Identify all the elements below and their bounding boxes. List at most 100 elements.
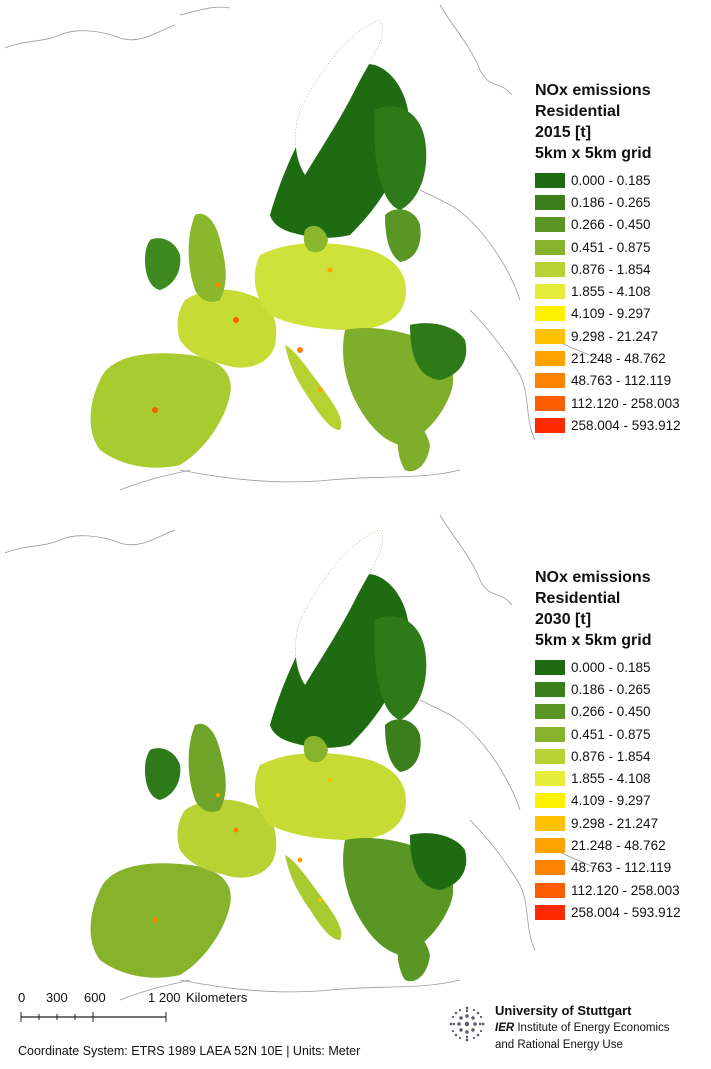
- legend-label: 0.000 - 0.185: [571, 659, 651, 675]
- legend-swatch: [535, 373, 565, 389]
- scandinavia-2030: [270, 573, 410, 748]
- legend-label: 21.248 - 48.762: [571, 351, 666, 367]
- legend-item: 9.298 - 21.247: [535, 325, 681, 347]
- legend-item: 1.855 - 4.108: [535, 767, 681, 789]
- romania-2015: [410, 323, 467, 380]
- legend-swatch: [535, 681, 565, 697]
- hotspot-london-2030: [216, 793, 220, 797]
- europe-map-2015: [4, 4, 601, 491]
- coordinate-system-note: Coordinate System: ETRS 1989 LAEA 52N 10…: [18, 1044, 361, 1058]
- legend-item: 1.855 - 4.108: [535, 280, 681, 302]
- legend-item: 0.451 - 0.875: [535, 723, 681, 745]
- legend-title-line: 2030 [t]: [535, 611, 592, 628]
- legend-item: 4.109 - 9.297: [535, 303, 681, 325]
- scale-bar-graphic: [20, 1012, 167, 1022]
- legend-title-line: 2015 [t]: [535, 124, 592, 141]
- legend-swatch: [535, 748, 565, 764]
- legend-item: 0.451 - 0.875: [535, 236, 681, 258]
- legend-item: 0.266 - 0.450: [535, 701, 681, 723]
- legend-item: 0.876 - 1.854: [535, 745, 681, 767]
- legend-item: 258.004 - 593.912: [535, 414, 681, 436]
- nordic-snow-2015: [295, 19, 383, 176]
- ireland-2015: [145, 238, 181, 290]
- scale-tick-label: 0: [18, 990, 26, 1005]
- legend-rows: 0.000 - 0.185 0.186 - 0.265 0.266 - 0.450 0…: [535, 656, 681, 924]
- legend-label: 258.004 - 593.912: [571, 904, 681, 920]
- map-panel-2030: NOx emissions Residential 2030 [t] 5km x…: [0, 515, 711, 1015]
- legend-item: 0.186 - 0.265: [535, 191, 681, 213]
- legend-2030: NOx emissions Residential 2030 [t] 5km x…: [535, 567, 681, 924]
- legend-swatch: [535, 838, 565, 854]
- legend-swatch: [535, 328, 565, 344]
- legend-swatch: [535, 172, 565, 188]
- legend-swatch: [535, 860, 565, 876]
- scale-tick-label: 300: [46, 990, 68, 1005]
- legend-item: 112.120 - 258.003: [535, 879, 681, 901]
- legend-title-line: 5km x 5km grid: [535, 632, 652, 649]
- legend-label: 0.000 - 0.185: [571, 172, 651, 188]
- legend-label: 4.109 - 9.297: [571, 793, 651, 809]
- hotspot-rome-2015: [317, 387, 323, 393]
- iberia-2030: [90, 863, 231, 978]
- legend-swatch: [535, 306, 565, 322]
- finland-2030: [374, 616, 427, 720]
- legend-title-line: NOx emissions: [535, 569, 651, 586]
- legend-2015: NOx emissions Residential 2015 [t] 5km x…: [535, 80, 681, 437]
- legend-label: 0.876 - 1.854: [571, 748, 651, 764]
- legend-item: 0.876 - 1.854: [535, 258, 681, 280]
- ireland-2030: [145, 748, 181, 800]
- denmark-2015: [303, 225, 328, 253]
- uk-2030: [188, 723, 226, 812]
- legend-label: 0.451 - 0.875: [571, 726, 651, 742]
- scale-unit-label: Kilometers: [186, 990, 248, 1005]
- legend-label: 0.451 - 0.875: [571, 239, 651, 255]
- finland-2015: [374, 106, 427, 210]
- hotspot-rome-2030: [318, 898, 322, 902]
- legend-swatch: [535, 239, 565, 255]
- scale-bar: 0 300 600 1 200 Kilometers: [18, 990, 278, 1030]
- legend-label: 0.266 - 0.450: [571, 217, 651, 233]
- nordic-snow-2030: [295, 529, 383, 686]
- hotspot-madrid-2030: [152, 917, 158, 923]
- legend-label: 1.855 - 4.108: [571, 284, 651, 300]
- legend-swatch: [535, 771, 565, 787]
- legend-title-line: Residential: [535, 590, 621, 607]
- university-name: University of Stuttgart: [495, 1003, 632, 1018]
- iberia-2015: [90, 353, 231, 468]
- legend-title-line: 5km x 5km grid: [535, 145, 652, 162]
- legend-label: 9.298 - 21.247: [571, 815, 659, 831]
- legend-title-2030: NOx emissions Residential 2030 [t] 5km x…: [535, 567, 681, 651]
- hotspot-paris-2030: [233, 827, 239, 833]
- legend-title-line: Residential: [535, 103, 621, 120]
- central-europe-2015: [254, 243, 406, 330]
- legend-item: 4.109 - 9.297: [535, 790, 681, 812]
- legend-title-line: NOx emissions: [535, 82, 651, 99]
- legend-item: 21.248 - 48.762: [535, 347, 681, 369]
- scale-tick-label: 600: [84, 990, 106, 1005]
- legend-label: 258.004 - 593.912: [571, 417, 681, 433]
- hotspot-milan-2030: [297, 857, 303, 863]
- legend-label: 1.855 - 4.108: [571, 771, 651, 787]
- legend-swatch: [535, 261, 565, 277]
- university-logo-block: University of Stuttgart IER Institute of…: [445, 1000, 705, 1060]
- scale-labels: 0 300 600 1 200 Kilometers: [18, 990, 278, 1006]
- legend-swatch: [535, 284, 565, 300]
- institute-name: Institute of Energy Economics: [514, 1022, 670, 1034]
- legend-swatch: [535, 704, 565, 720]
- legend-swatch: [535, 882, 565, 898]
- legend-swatch: [535, 815, 565, 831]
- legend-item: 112.120 - 258.003: [535, 392, 681, 414]
- legend-swatch: [535, 217, 565, 233]
- italy-2030: [285, 855, 342, 940]
- uk-2015: [188, 213, 226, 302]
- legend-item: 0.000 - 0.185: [535, 169, 681, 191]
- france-2015: [177, 289, 277, 368]
- greece-2015: [397, 418, 430, 472]
- italy-2015: [285, 345, 342, 430]
- greece-2030: [397, 928, 430, 982]
- university-logo-icon: [449, 1006, 485, 1042]
- hotspot-berlin-2015: [327, 267, 333, 273]
- legend-label: 0.186 - 0.265: [571, 681, 651, 697]
- institute-line-1: IER Institute of Energy Economics: [495, 1022, 670, 1034]
- legend-item: 0.266 - 0.450: [535, 214, 681, 236]
